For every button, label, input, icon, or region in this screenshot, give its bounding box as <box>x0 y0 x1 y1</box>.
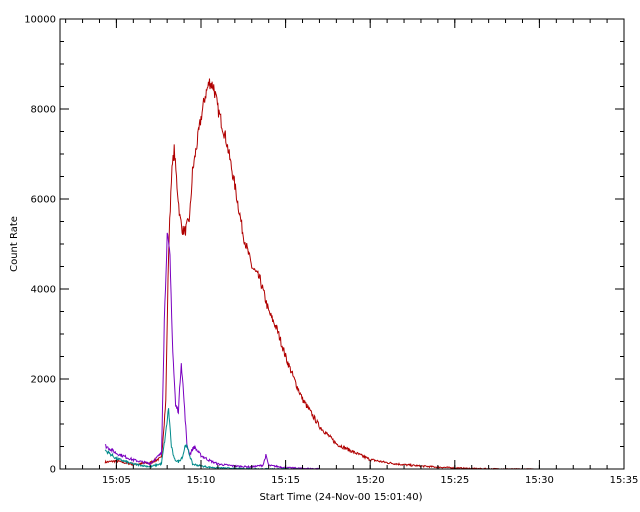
y-tick-label: 2000 <box>31 375 56 386</box>
y-axis-label: Count Rate <box>9 216 20 272</box>
y-tick-label: 8000 <box>31 105 56 116</box>
y-tick-label: 6000 <box>31 195 56 206</box>
series-line-1 <box>104 78 540 470</box>
series-line-2 <box>104 232 320 470</box>
y-tick-label: 0 <box>50 465 56 476</box>
x-tick-label: 15:15 <box>271 475 300 486</box>
x-tick-label: 15:30 <box>525 475 554 486</box>
x-tick-label: 15:05 <box>102 475 131 486</box>
x-tick-label: 15:20 <box>356 475 385 486</box>
x-tick-label: 15:35 <box>610 475 639 486</box>
x-tick-label: 15:25 <box>440 475 469 486</box>
x-tick-label: 15:10 <box>187 475 216 486</box>
y-tick-label: 10000 <box>24 15 56 26</box>
axes: 15:05 15:10 15:15 15:20 15:25 15:30 15:35 0 2000… <box>24 15 638 487</box>
x-axis-label: Start Time (24-Nov-00 15:01:40) <box>259 492 422 503</box>
y-tick-label: 4000 <box>31 285 56 296</box>
